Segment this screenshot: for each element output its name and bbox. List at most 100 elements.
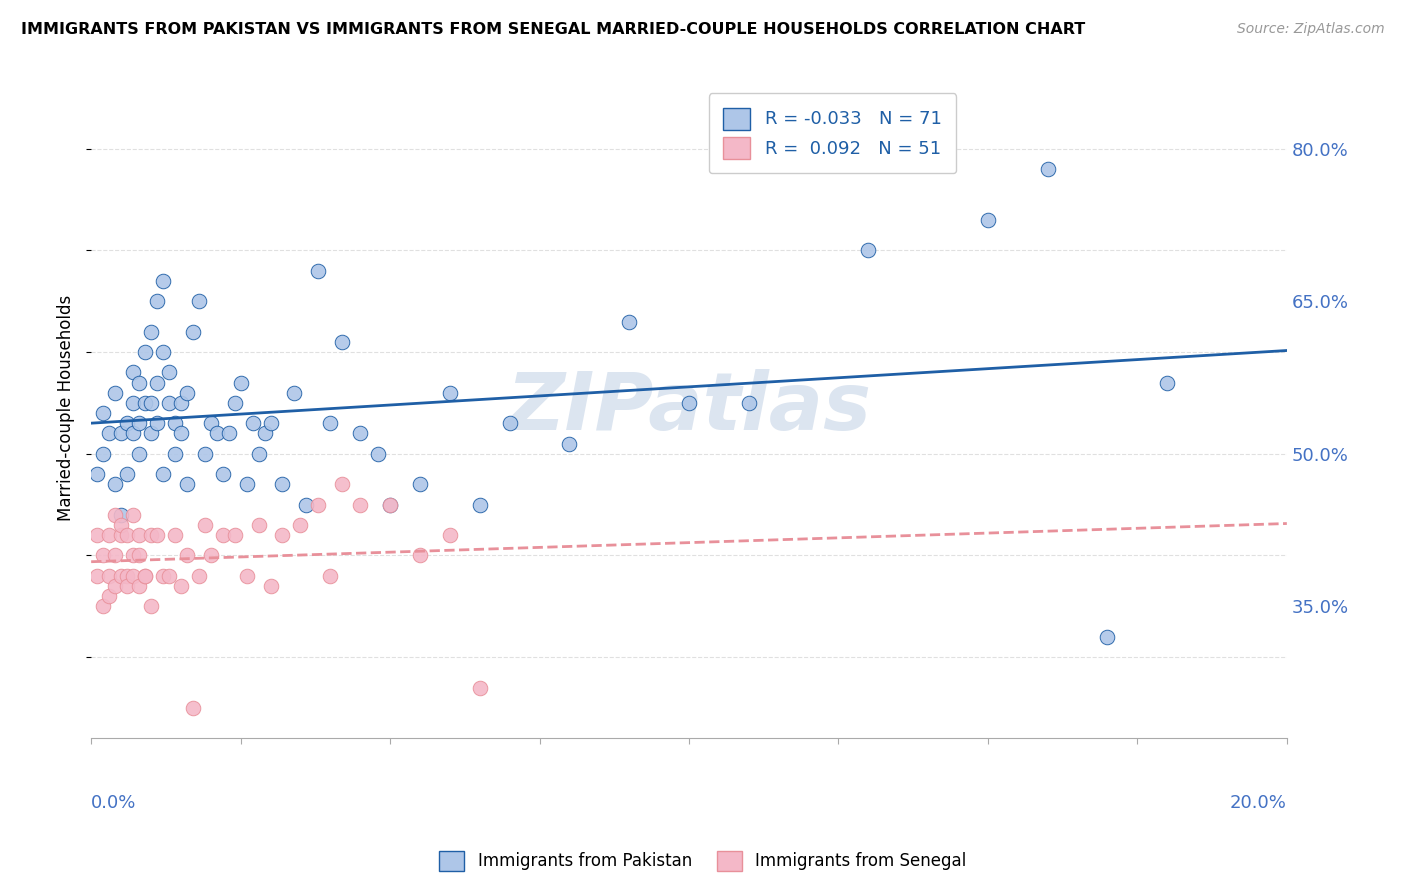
Point bbox=[409, 477, 432, 491]
Point bbox=[146, 528, 169, 542]
Point bbox=[152, 568, 174, 582]
Point bbox=[110, 517, 132, 532]
Point bbox=[247, 447, 270, 461]
Point bbox=[128, 416, 150, 430]
Point bbox=[128, 447, 150, 461]
Point bbox=[110, 426, 132, 441]
Point bbox=[211, 467, 233, 481]
Point bbox=[378, 498, 401, 512]
Point bbox=[271, 477, 294, 491]
Point bbox=[128, 528, 150, 542]
Point bbox=[468, 681, 491, 695]
Point bbox=[253, 426, 276, 441]
Point bbox=[176, 477, 198, 491]
Point bbox=[157, 365, 180, 379]
Point bbox=[558, 436, 581, 450]
Point bbox=[104, 549, 127, 563]
Point bbox=[290, 517, 312, 532]
Point bbox=[977, 212, 1000, 227]
Point bbox=[91, 599, 114, 614]
Point bbox=[235, 477, 257, 491]
Point bbox=[134, 345, 156, 359]
Point bbox=[259, 579, 281, 593]
Point bbox=[619, 314, 641, 328]
Point bbox=[115, 579, 138, 593]
Point bbox=[122, 508, 145, 522]
Point bbox=[163, 528, 186, 542]
Point bbox=[91, 406, 114, 420]
Point bbox=[738, 396, 761, 410]
Point bbox=[122, 568, 145, 582]
Point bbox=[170, 426, 193, 441]
Point bbox=[128, 579, 150, 593]
Point bbox=[157, 568, 180, 582]
Point bbox=[152, 467, 174, 481]
Point bbox=[181, 701, 204, 715]
Point bbox=[91, 549, 114, 563]
Point bbox=[200, 549, 222, 563]
Point bbox=[439, 528, 461, 542]
Point bbox=[187, 568, 209, 582]
Point bbox=[98, 568, 121, 582]
Point bbox=[330, 477, 353, 491]
Point bbox=[349, 426, 371, 441]
Point bbox=[146, 376, 169, 390]
Point bbox=[176, 385, 198, 400]
Point bbox=[98, 528, 121, 542]
Point bbox=[205, 426, 228, 441]
Point bbox=[146, 416, 169, 430]
Point bbox=[110, 528, 132, 542]
Point bbox=[157, 396, 180, 410]
Point bbox=[858, 244, 880, 258]
Point bbox=[330, 334, 353, 349]
Text: ZIPatlas: ZIPatlas bbox=[506, 369, 872, 447]
Point bbox=[247, 517, 270, 532]
Point bbox=[439, 385, 461, 400]
Point bbox=[146, 294, 169, 309]
Point bbox=[104, 477, 127, 491]
Point bbox=[194, 517, 217, 532]
Point bbox=[409, 549, 432, 563]
Point bbox=[181, 325, 204, 339]
Point bbox=[115, 416, 138, 430]
Point bbox=[134, 568, 156, 582]
Point bbox=[115, 568, 138, 582]
Point bbox=[307, 263, 329, 277]
Point bbox=[367, 447, 389, 461]
Point bbox=[319, 568, 342, 582]
Point bbox=[229, 376, 252, 390]
Point bbox=[128, 376, 150, 390]
Point bbox=[110, 568, 132, 582]
Point bbox=[170, 579, 193, 593]
Text: 0.0%: 0.0% bbox=[91, 795, 136, 813]
Y-axis label: Married-couple Households: Married-couple Households bbox=[58, 295, 75, 521]
Point bbox=[152, 345, 174, 359]
Point bbox=[187, 294, 209, 309]
Point bbox=[139, 325, 162, 339]
Point bbox=[242, 416, 264, 430]
Point bbox=[115, 528, 138, 542]
Point bbox=[1097, 630, 1119, 644]
Point bbox=[110, 508, 132, 522]
Point bbox=[104, 508, 127, 522]
Point bbox=[134, 568, 156, 582]
Text: 20.0%: 20.0% bbox=[1230, 795, 1286, 813]
Point bbox=[259, 416, 281, 430]
Point bbox=[218, 426, 240, 441]
Point bbox=[224, 396, 246, 410]
Point bbox=[235, 568, 257, 582]
Point bbox=[139, 528, 162, 542]
Point bbox=[224, 528, 246, 542]
Point bbox=[86, 568, 108, 582]
Point bbox=[211, 528, 233, 542]
Point bbox=[163, 416, 186, 430]
Point bbox=[176, 549, 198, 563]
Point bbox=[98, 589, 121, 603]
Point bbox=[115, 467, 138, 481]
Point bbox=[200, 416, 222, 430]
Point bbox=[152, 274, 174, 288]
Point bbox=[378, 498, 401, 512]
Point bbox=[194, 447, 217, 461]
Point bbox=[122, 426, 145, 441]
Point bbox=[678, 396, 700, 410]
